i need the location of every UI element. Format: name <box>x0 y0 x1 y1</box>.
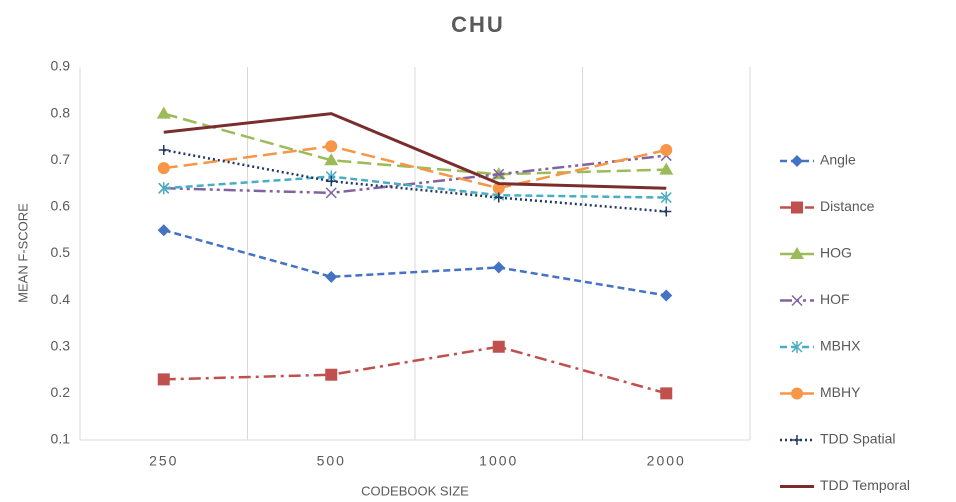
y-tick-label: 0.5 <box>51 244 71 260</box>
data-point <box>157 224 170 237</box>
legend-marker <box>790 247 804 259</box>
series-line <box>163 175 667 199</box>
y-tick-label: 0.3 <box>51 337 71 353</box>
series-line <box>163 144 667 190</box>
data-point <box>158 182 170 195</box>
y-tick-label: 0.7 <box>51 151 71 167</box>
data-point <box>493 192 504 203</box>
legend-marker <box>791 155 803 167</box>
series-line <box>163 228 667 297</box>
legend-label: HOF <box>820 291 850 307</box>
series-line <box>163 345 667 395</box>
legend-label: TDD Spatial <box>820 431 895 447</box>
data-point <box>326 176 337 187</box>
y-axis-label: MEAN F-SCORE <box>15 203 30 303</box>
legend-marker <box>791 294 803 307</box>
legend-marker <box>791 341 803 353</box>
series-line <box>163 112 667 190</box>
x-tick-label: 1000 <box>479 453 518 469</box>
y-tick-label: 0.9 <box>51 58 71 74</box>
x-tick-label: 250 <box>149 453 178 469</box>
data-point <box>493 168 505 180</box>
chart-title: CHU <box>451 12 505 37</box>
y-tick-label: 0.4 <box>51 291 71 307</box>
legend-label: Distance <box>820 198 875 214</box>
y-tick-label: 0.6 <box>51 198 71 214</box>
data-point <box>492 340 505 353</box>
data-point <box>324 153 339 166</box>
series-line <box>163 148 667 213</box>
legend-label: Angle <box>820 152 856 168</box>
legend-label: TDD Temporal <box>820 477 910 493</box>
y-tick-label: 0.8 <box>51 104 71 120</box>
x-tick-label: 2000 <box>647 453 686 469</box>
data-point <box>157 162 170 175</box>
data-point <box>492 261 505 274</box>
legend-label: HOG <box>820 245 852 261</box>
data-point <box>659 162 674 175</box>
y-tick-label: 0.2 <box>51 384 71 400</box>
data-point <box>660 143 673 156</box>
legend-marker <box>791 387 803 400</box>
data-point <box>156 106 171 119</box>
data-point <box>661 206 672 217</box>
data-point <box>325 187 337 199</box>
y-tick-label: 0.1 <box>51 431 71 447</box>
data-point <box>158 144 169 155</box>
data-point <box>157 373 170 386</box>
data-point <box>492 182 505 195</box>
legend-label: MBHX <box>820 338 861 354</box>
legend-label: MBHY <box>820 384 861 400</box>
series-line <box>163 154 667 195</box>
data-point <box>325 140 338 153</box>
data-point <box>325 270 338 283</box>
x-axis-label: CODEBOOK SIZE <box>361 483 469 498</box>
series-line <box>163 112 667 176</box>
x-tick-label: 500 <box>317 453 346 469</box>
legend-marker <box>791 201 803 214</box>
data-point <box>660 289 673 302</box>
legend-marker <box>792 435 802 445</box>
data-point <box>660 191 672 204</box>
data-point <box>660 387 673 400</box>
data-point <box>325 368 338 381</box>
